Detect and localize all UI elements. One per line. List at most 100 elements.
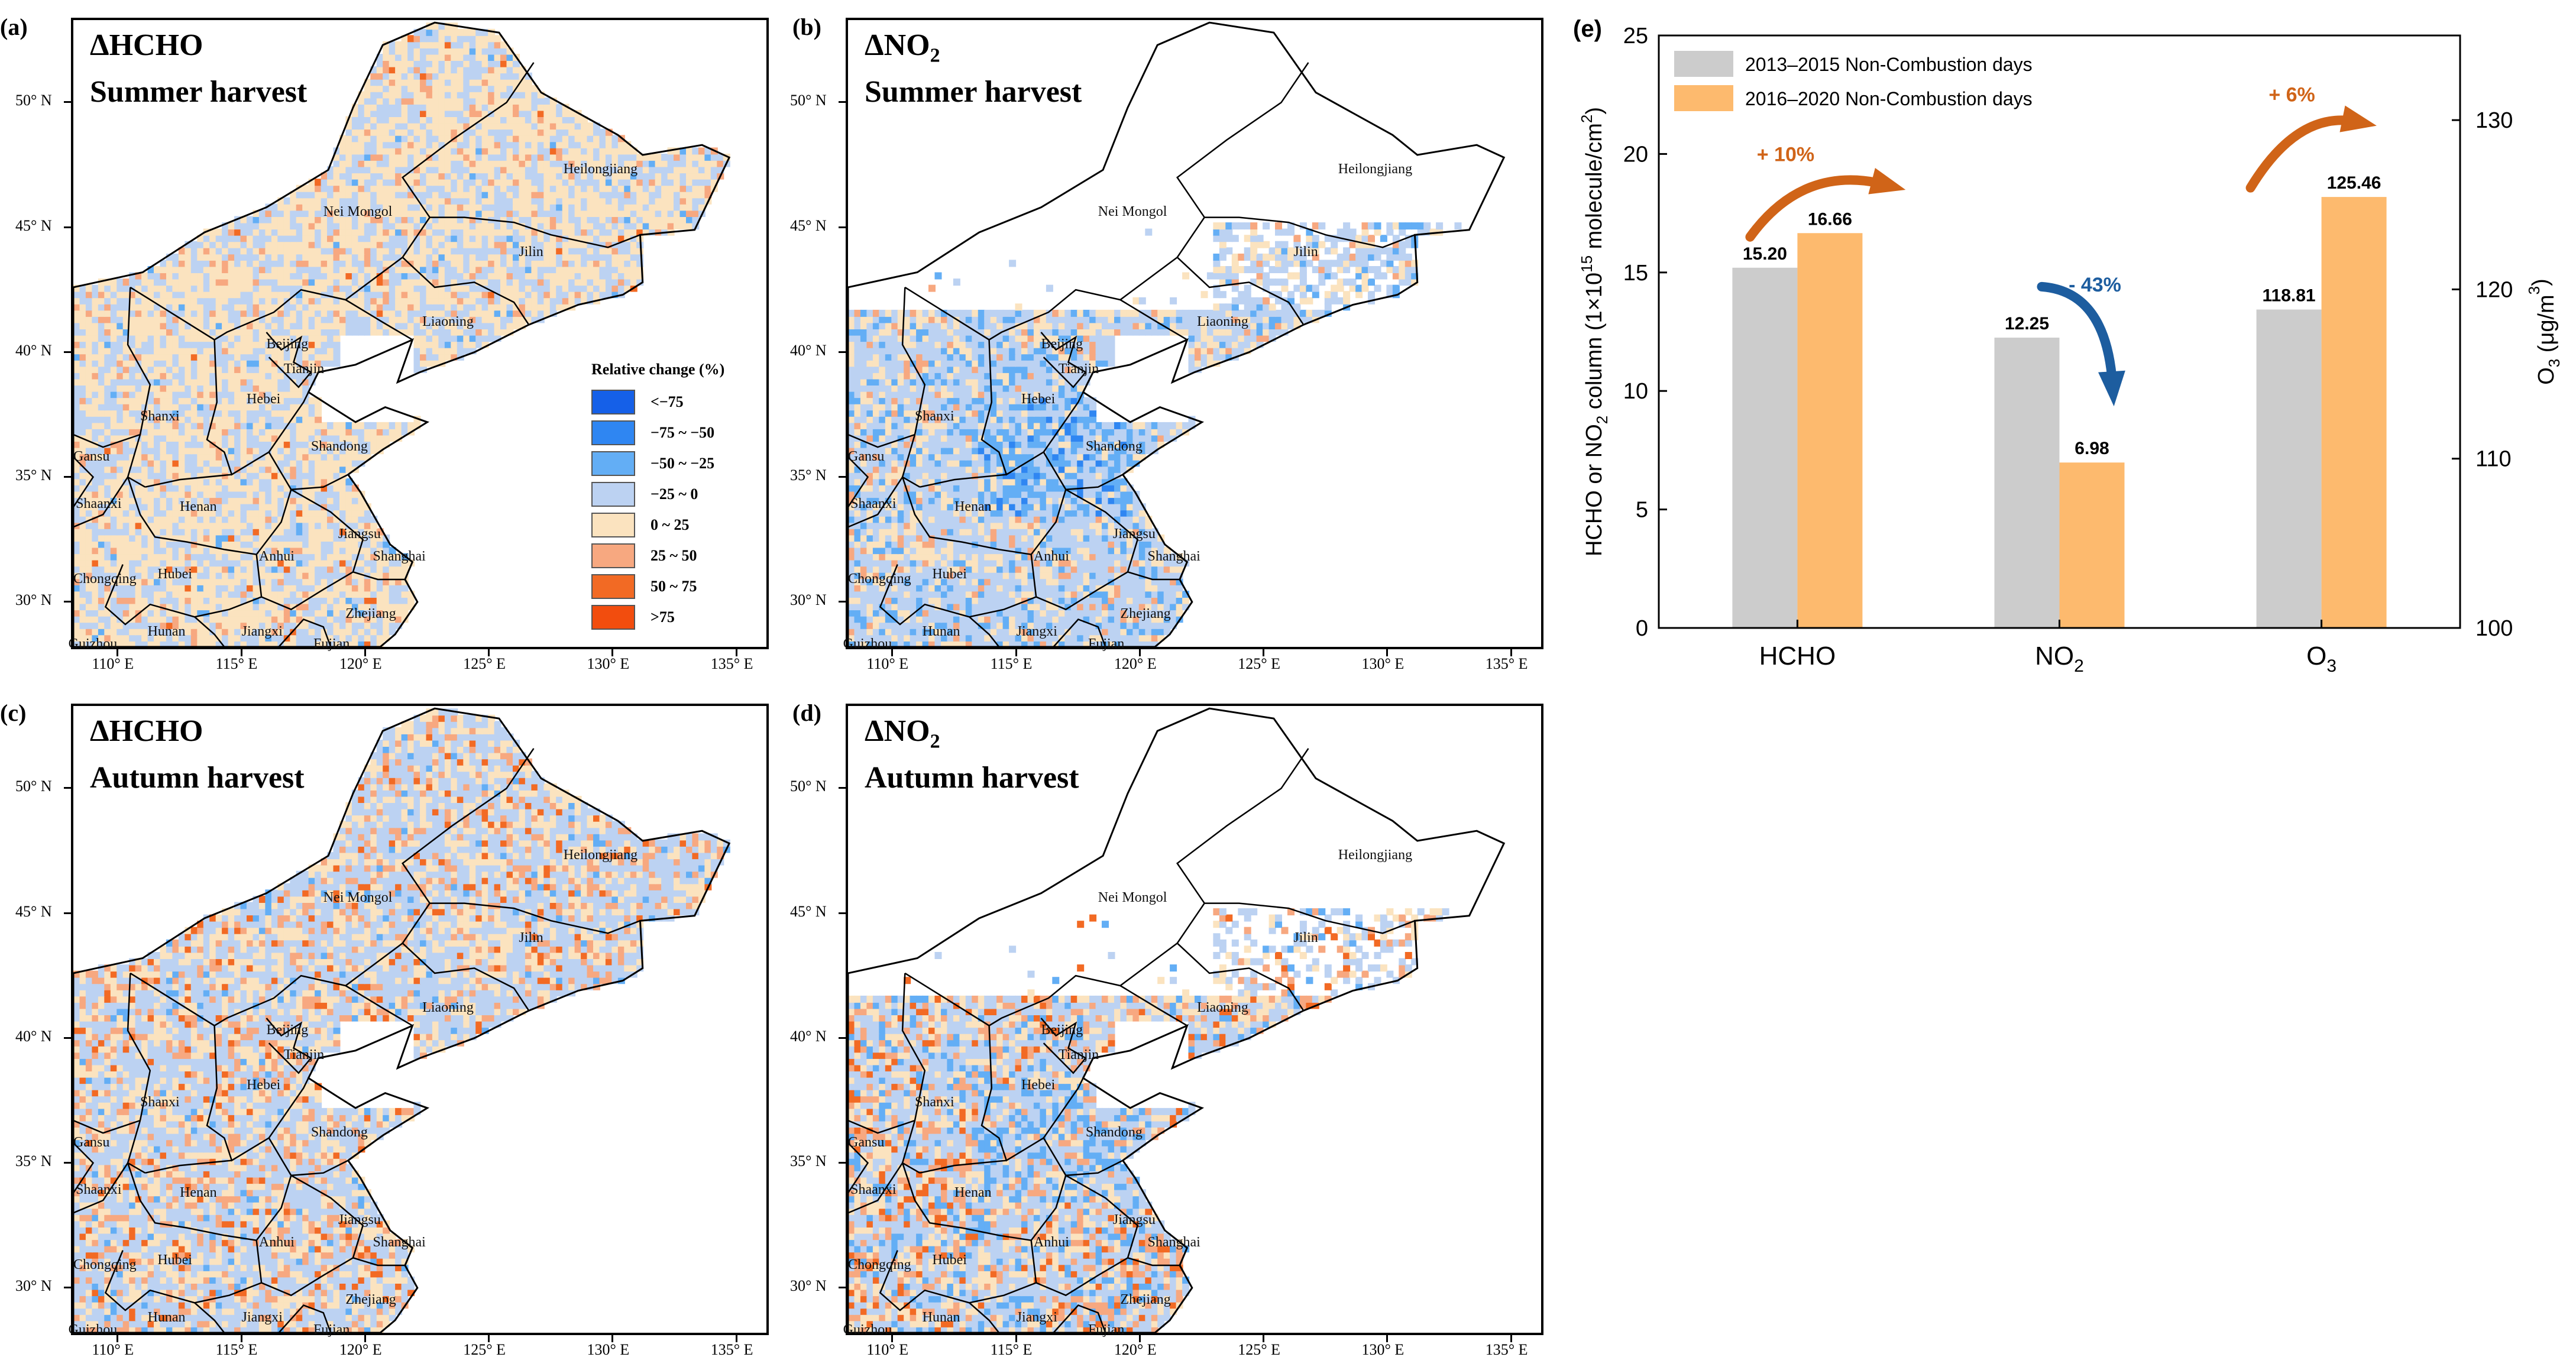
province-label-heilongjiang: Heilongjiang [563,161,638,177]
province-label-fujian: Fujian [1088,1322,1125,1337]
legend-item: −75 ~ −50 [591,417,724,448]
legend-swatch [591,543,635,568]
lon-tick-mark [1263,649,1265,656]
lon-tick: 135° E [710,1341,753,1358]
legend-label: >75 [651,608,675,626]
lat-tick-mark [64,787,71,789]
lon-tick: 125° E [463,1341,506,1358]
map-hcho-summer [73,21,731,647]
province-label-chongqing: Chongqing [73,571,137,587]
lon-tick: 115° E [990,655,1033,672]
lat-tick: 35° N [15,1152,52,1170]
lon-tick: 135° E [710,655,753,672]
lat-tick: 40° N [790,341,827,359]
legend-item: 0 ~ 25 [591,510,724,540]
bar-O3-2013-2015 [2256,309,2322,628]
panel-title: ΔHCHO Autumn harvest [90,714,305,795]
province-label-shanghai: Shanghai [373,548,426,564]
province-label-fujian: Fujian [313,636,350,652]
lon-tick-mark [1386,1335,1389,1342]
lat-tick: 40° N [790,1027,827,1045]
lat-tick-mark [839,1037,846,1039]
legend-label: −25 ~ 0 [651,485,698,503]
lat-tick: 35° N [790,466,827,484]
bar-value-label: 16.66 [1808,209,1852,229]
lon-tick: 115° E [990,1341,1033,1358]
province-label-tianjin: Tianjin [283,1047,325,1063]
bar-value-label: 125.46 [2327,173,2381,193]
province-label-shandong: Shandong [1085,439,1143,455]
legend-title: Relative change (%) [591,361,725,378]
panel-title: ΔHCHO Summer harvest [90,28,308,109]
province-label-heilongjiang: Heilongjiang [563,847,638,863]
lon-tick: 110° E [92,1341,134,1358]
lat-tick: 50° N [15,92,52,109]
province-label-shandong: Shandong [310,1125,368,1141]
lon-tick: 130° E [587,655,630,672]
lon-tick-mark [1015,1335,1017,1342]
province-label-anhui: Anhui [1033,548,1069,564]
map-frame [71,704,769,1335]
legend-rows: <−75 −75 ~ −50 −50 ~ −25 −25 ~ 0 0 ~ 25 25 ~ … [591,387,724,633]
lon-tick: 135° E [1485,655,1528,672]
legend-swatch [591,574,635,599]
legend-item: −25 ~ 0 [591,479,724,510]
lat-tick: 30° N [790,1277,827,1294]
province-label-shanghai: Shanghai [1147,1234,1200,1250]
province-label-zhejiang: Zhejiang [1120,1292,1171,1308]
panel-title: ΔNO2 Autumn harvest [865,714,1079,795]
province-borders [73,62,640,647]
y-right-tick: 110 [2475,447,2512,472]
province-label-hebei: Hebei [247,1077,281,1093]
lat-tick-mark [64,1161,71,1164]
bar-chart-panel: (e) 15.20 16.66 12.25 6.98 118.81 125.46 0 5 10 15… [1567,0,2576,698]
panel-label: (b) [792,14,821,40]
province-label-shanxi: Shanxi [140,1094,180,1110]
region-outline [73,21,731,647]
lat-tick-mark [64,475,71,478]
annotation-label-hcho: + 10% [1757,143,1814,166]
province-label-shanxi: Shanxi [140,409,180,425]
annotation-label-no2: - 43% [2069,274,2121,296]
map-hcho-autumn [73,707,731,1333]
map-frame [846,704,1543,1335]
lon-tick: 120° E [339,655,382,672]
province-borders [73,748,640,1333]
province-label-heilongjiang: Heilongjiang [1338,161,1413,177]
province-label-nei_mongol: Nei Mongol [1098,890,1167,906]
province-label-hebei: Hebei [1021,391,1056,407]
region-outline [73,707,731,1333]
province-label-hebei: Hebei [247,391,281,407]
legend-label: 50 ~ 75 [651,578,697,595]
legend-swatch [591,420,635,445]
province-label-shanxi: Shanxi [915,1094,954,1110]
pixel-grid [73,708,730,1333]
province-label-hunan: Hunan [147,1309,186,1325]
lat-tick-mark [64,101,71,103]
legend-item: −50 ~ −25 [591,448,724,479]
province-label-guizhou: Guizhou [843,1322,892,1337]
province-label-jilin: Jilin [1293,929,1318,945]
lat-tick-mark [839,787,846,789]
bar-value-label: 12.25 [2005,314,2049,333]
map-panel-a: (a) ΔHCHO Summer harvest Relative change… [0,0,781,680]
lat-tick: 40° N [15,341,52,359]
lon-tick: 130° E [1361,1341,1404,1358]
province-label-guizhou: Guizhou [68,636,118,652]
lat-tick-mark [839,351,846,353]
annotation-arrow-no2 [2037,281,2125,407]
relative-change-legend: Relative change (%) <−75 −75 ~ −50 −50 ~ −… [591,361,724,633]
province-label-fujian: Fujian [1088,636,1125,652]
province-label-anhui: Anhui [1033,1234,1069,1250]
province-label-fujian: Fujian [313,1322,350,1337]
bar-NO2-2016-2020 [2059,462,2125,628]
lon-tick-mark [1015,649,1017,656]
lon-tick: 110° E [866,655,909,672]
province-label-jiangsu: Jiangsu [1112,526,1156,542]
map-panel-c: (c) ΔHCHO Autumn harvest Heilongjiang Nei… [0,680,781,1370]
province-label-anhui: Anhui [258,548,295,564]
province-label-liaoning: Liaoning [1197,313,1248,329]
lon-tick-mark [735,1335,737,1342]
bar-HCHO-2016-2020 [1797,233,1863,628]
legend-swatch [591,390,635,414]
